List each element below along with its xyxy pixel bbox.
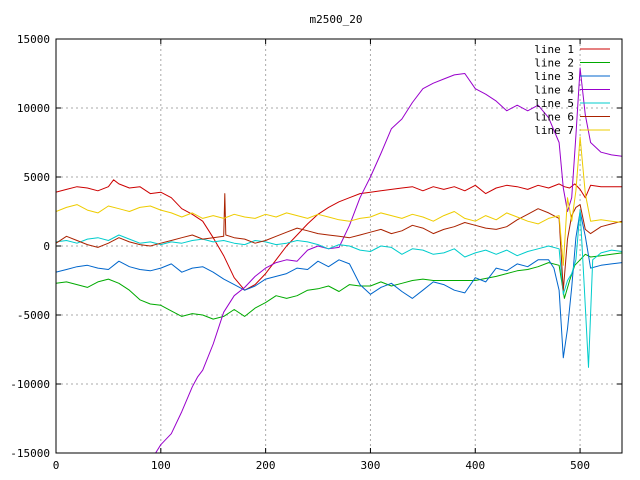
x-tick-label: 500 [570,459,590,472]
legend-label-7: line 7 [534,124,574,137]
legend-label-5: line 5 [534,97,574,110]
y-tick-label: -5000 [17,309,50,322]
series-layer [56,67,622,453]
series-line-1 [56,179,622,291]
legend-label-2: line 2 [534,57,574,70]
legend-label-6: line 6 [534,111,574,124]
legend-label-4: line 4 [534,84,574,97]
x-tick-label: 0 [53,459,60,472]
legend-label-1: line 1 [534,43,574,56]
x-tick-label: 400 [465,459,485,472]
y-tick-label: 15000 [17,33,50,46]
y-tick-label: 5000 [24,171,51,184]
x-tick-label: 300 [361,459,381,472]
series-line-3 [56,211,622,359]
y-tick-label: 0 [43,240,50,253]
series-line-2 [56,252,622,320]
y-tick-label: -15000 [10,447,50,460]
series-line-7 [56,136,622,266]
legend-label-3: line 3 [534,70,574,83]
plot-frame [55,38,623,454]
series-line-4 [155,67,622,453]
x-tick-label: 200 [256,459,276,472]
x-tick-label: 100 [151,459,171,472]
grid-lines [56,39,622,453]
axis-ticks: 0 100 200 300 400 500 -15000 -10000 -5000 0 5000 10… [10,33,622,472]
y-tick-label: -10000 [10,378,50,391]
chart-title: m2500_20 [310,13,363,26]
y-tick-label: 10000 [17,102,50,115]
